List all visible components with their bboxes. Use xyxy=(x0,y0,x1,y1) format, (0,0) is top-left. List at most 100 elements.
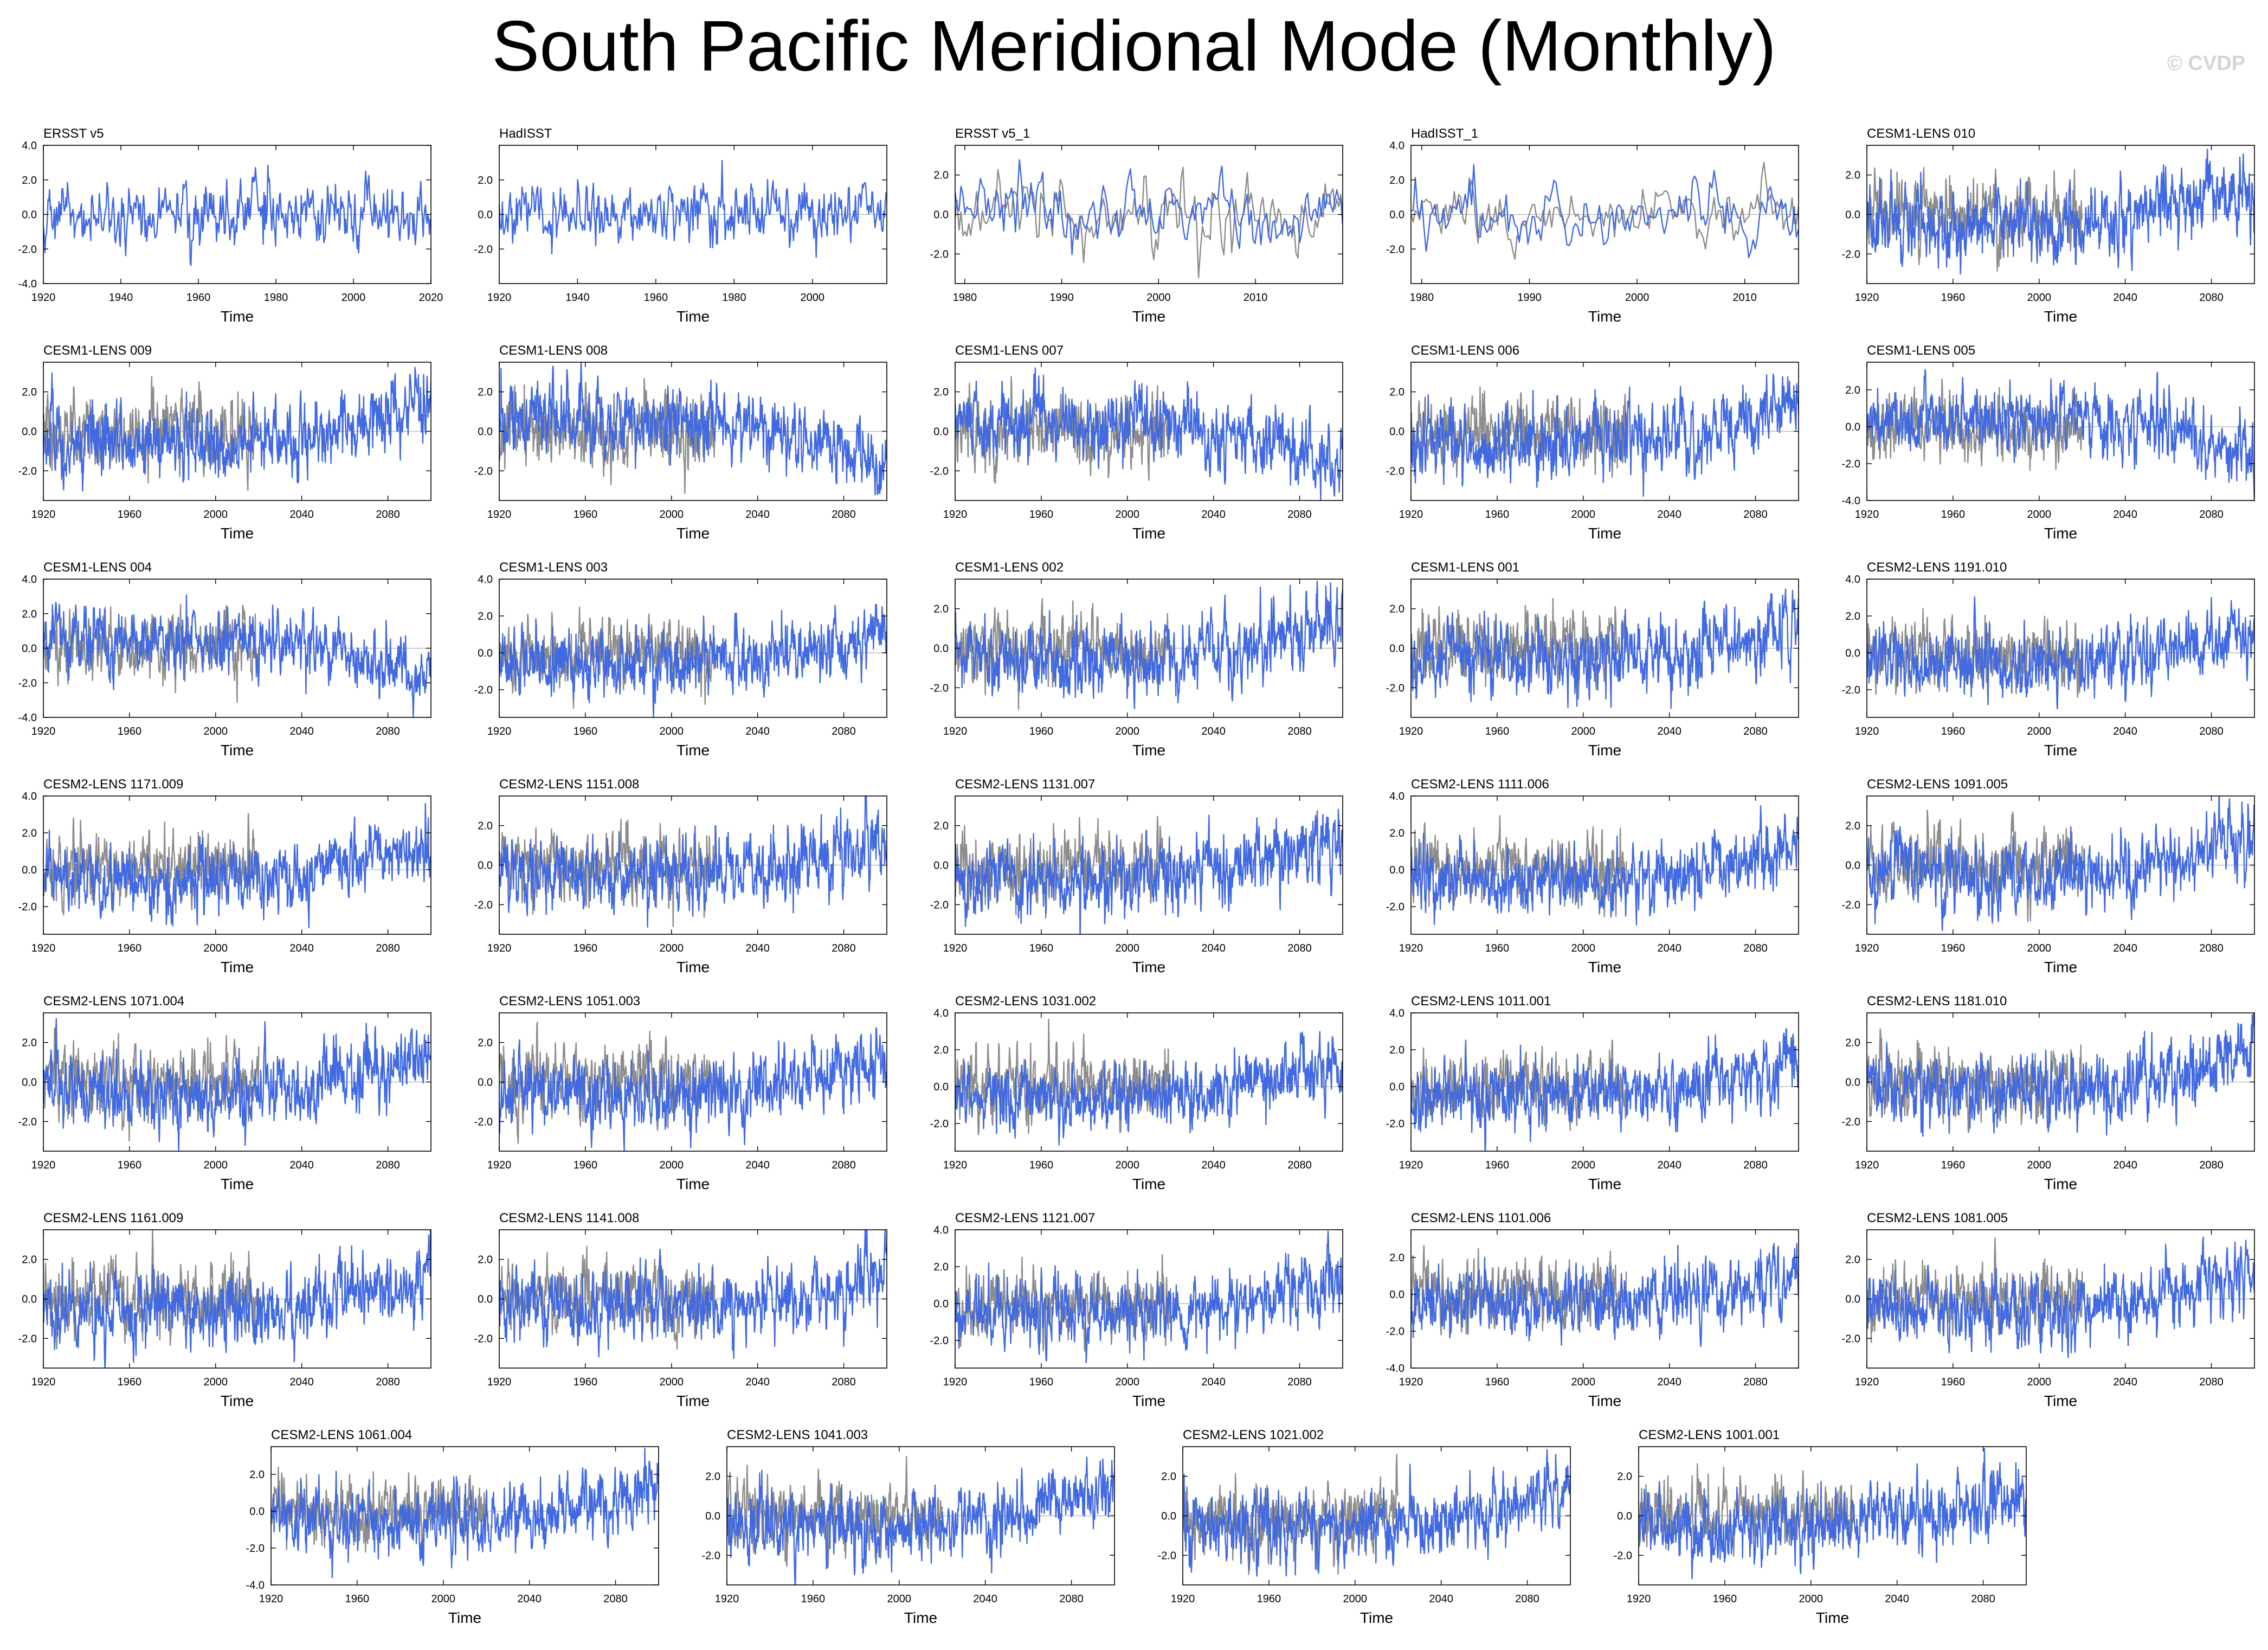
x-tick-label: 1940 xyxy=(565,292,590,304)
y-tick-label: 2.0 xyxy=(22,827,37,839)
reference-series-line xyxy=(1411,1245,1627,1336)
panel-19: CESM2-LENS 1111.006 4.0 2.0 0.0 -2.0 1920 1960… xyxy=(1386,777,1799,975)
x-tick-label: 2010 xyxy=(1732,292,1757,304)
panel-title: CESM2-LENS 1011.001 xyxy=(1411,994,1551,1009)
x-axis-label: Time xyxy=(1360,1609,1393,1626)
y-tick-label: 2.0 xyxy=(478,1254,493,1266)
panel-11: CESM1-LENS 004 4.0 2.0 0.0 -2.0 -4.0 1920 1960 2… xyxy=(18,560,431,759)
x-tick-label: 2040 xyxy=(1201,1376,1226,1388)
x-tick-label: 2080 xyxy=(832,942,856,954)
x-axis-label: Time xyxy=(221,308,254,325)
panel-10: CESM1-LENS 005 2.0 0.0 -2.0 -4.0 1920 1960 2000… xyxy=(1842,343,2255,542)
y-tick-label: 4.0 xyxy=(22,574,37,586)
y-tick-label: -2.0 xyxy=(1842,899,1860,911)
reference-series-line xyxy=(499,378,716,495)
y-tick-label: 2.0 xyxy=(1389,1252,1404,1264)
y-tick-label: 2.0 xyxy=(1161,1471,1176,1483)
y-tick-label: 0.0 xyxy=(478,1294,493,1306)
panel-title: HadISST_1 xyxy=(1411,126,1478,141)
x-tick-label: 2000 xyxy=(1799,1593,1824,1605)
x-tick-label: 2000 xyxy=(1571,509,1596,521)
x-tick-label: 1990 xyxy=(1517,292,1542,304)
y-tick-label: 2.0 xyxy=(1845,384,1860,396)
panel-title: CESM2-LENS 1101.006 xyxy=(1411,1211,1551,1225)
x-tick-label: 1920 xyxy=(1399,942,1423,954)
x-tick-label: 2040 xyxy=(1657,726,1681,737)
x-tick-label: 2000 xyxy=(2027,942,2052,954)
x-tick-label: 2000 xyxy=(1146,292,1171,304)
y-tick-label: -2.0 xyxy=(930,899,949,911)
plot-area xyxy=(43,367,431,492)
x-tick-label: 1960 xyxy=(574,726,598,737)
y-tick-label: -2.0 xyxy=(702,1550,720,1562)
x-tick-label: 1960 xyxy=(118,1159,142,1171)
x-tick-label: 2040 xyxy=(745,509,770,521)
plot-area xyxy=(499,796,887,928)
x-tick-label: 2080 xyxy=(2199,509,2224,521)
y-tick-label: 0.0 xyxy=(933,860,949,872)
y-tick-label: -2.0 xyxy=(1386,465,1404,477)
x-tick-label: 2040 xyxy=(2113,292,2137,304)
x-axis-label: Time xyxy=(1816,1609,1849,1626)
plot-area xyxy=(499,1230,887,1359)
x-tick-label: 1920 xyxy=(259,1593,284,1605)
primary-series-line xyxy=(1639,1448,2026,1580)
primary-series-line xyxy=(955,367,1343,500)
x-tick-label: 2080 xyxy=(1971,1593,1995,1605)
x-axis-label: Time xyxy=(1132,742,1165,759)
x-tick-label: 1920 xyxy=(1855,1376,1879,1388)
y-tick-label: 2.0 xyxy=(1389,827,1404,839)
panel-7: CESM1-LENS 008 2.0 0.0 -2.0 1920 1960 2000 2040… xyxy=(474,343,887,542)
primary-series-line xyxy=(43,367,431,492)
x-tick-label: 2040 xyxy=(289,509,314,521)
x-tick-label: 1960 xyxy=(574,942,598,954)
panel-title: CESM2-LENS 1191.010 xyxy=(1867,560,2007,575)
y-tick-label: 2.0 xyxy=(933,1044,949,1056)
x-tick-label: 1920 xyxy=(1855,292,1879,304)
plot-area xyxy=(499,362,887,496)
x-tick-label: 2040 xyxy=(1201,1159,1226,1171)
x-axis-label: Time xyxy=(904,1609,937,1626)
x-tick-label: 2040 xyxy=(2113,1159,2137,1171)
x-tick-label: 1920 xyxy=(487,942,512,954)
x-tick-label: 1920 xyxy=(1855,509,1879,521)
y-tick-label: 0.0 xyxy=(1389,864,1404,876)
y-tick-label: -2.0 xyxy=(474,1116,493,1128)
x-tick-label: 2080 xyxy=(1743,509,1768,521)
x-axis-label: Time xyxy=(2044,1176,2077,1192)
primary-series-line xyxy=(1411,1243,1799,1347)
x-tick-label: 1960 xyxy=(644,292,668,304)
x-tick-label: 2080 xyxy=(1287,726,1312,737)
y-tick-label: 4.0 xyxy=(1845,574,1860,586)
x-tick-label: 2040 xyxy=(289,942,314,954)
x-axis-label: Time xyxy=(1588,1176,1621,1192)
y-tick-label: 4.0 xyxy=(933,1007,949,1019)
y-tick-label: 0.0 xyxy=(933,1298,949,1310)
plot-area xyxy=(955,367,1343,500)
x-tick-label: 2000 xyxy=(1116,726,1140,737)
panel-title: CESM2-LENS 1091.005 xyxy=(1867,777,2008,792)
plot-area xyxy=(1411,1028,1799,1151)
chart-title: South Pacific Meridional Mode (Monthly) xyxy=(492,6,1776,86)
x-tick-label: 2000 xyxy=(204,509,228,521)
y-tick-label: -4.0 xyxy=(1386,1363,1404,1375)
x-tick-label: 2040 xyxy=(1429,1593,1453,1605)
panel-2: HadISST 2.0 0.0 -2.0 1920 1940 1960 1980 2000 Tim… xyxy=(474,126,887,325)
primary-series-line xyxy=(1867,1236,2254,1358)
y-tick-label: 2.0 xyxy=(933,387,949,399)
y-tick-label: 2.0 xyxy=(1617,1471,1632,1483)
x-tick-label: 2080 xyxy=(2199,292,2224,304)
y-tick-label: 0.0 xyxy=(1389,643,1404,655)
x-axis-label: Time xyxy=(221,1176,254,1192)
panel-title: CESM1-LENS 010 xyxy=(1867,126,1975,141)
x-tick-label: 2040 xyxy=(517,1593,542,1605)
x-tick-label: 2040 xyxy=(745,942,770,954)
x-tick-label: 2080 xyxy=(1287,1376,1312,1388)
x-tick-label: 2080 xyxy=(1287,942,1312,954)
primary-series-line xyxy=(955,1031,1343,1146)
panel-31: CESM2-LENS 1061.004 2.0 0.0 -2.0 -4.0 1920 196… xyxy=(246,1428,659,1626)
y-tick-label: 0.0 xyxy=(933,1081,949,1093)
primary-series-line xyxy=(1411,373,1799,497)
plot-area xyxy=(955,580,1343,710)
panel-title: CESM2-LENS 1071.004 xyxy=(43,994,184,1009)
